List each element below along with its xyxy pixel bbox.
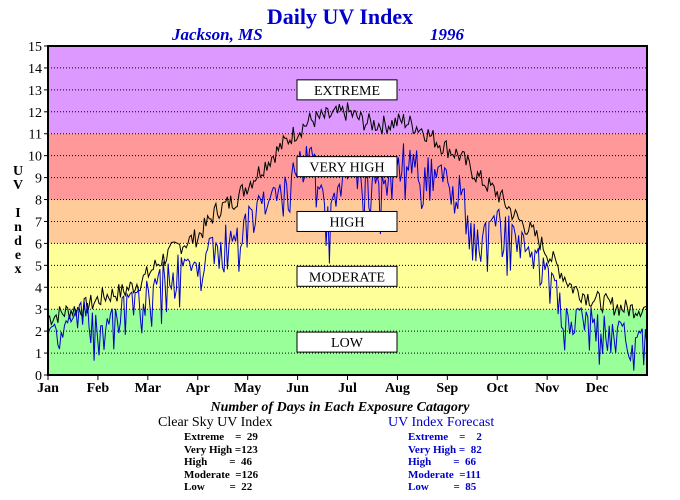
x-tick-label: Feb [87,381,110,396]
y-axis-label-char: x [14,262,22,277]
y-axis-label-char: I [15,206,21,221]
clear-sky-row: Extreme = 29 [184,431,258,443]
forecast-row: High = 66 [408,456,476,468]
y-tick-label: 7 [35,215,42,230]
x-tick-label: Mar [135,381,161,396]
forecast-row: Very High = 82 [408,443,482,456]
y-tick-label: 1 [35,347,42,362]
forecast-row: Low = 85 [408,481,477,493]
y-tick-label: 5 [35,259,42,274]
y-tick-label: 10 [28,150,42,165]
y-axis-label-char: n [14,220,22,235]
band-label-text: EXTREME [314,84,380,99]
y-axis-label-char: e [14,248,22,263]
clear-sky-row: Moderate =126 [184,468,259,481]
band-label-high: HIGH [296,210,398,232]
x-tick-label: Dec [586,381,609,396]
forecast-summary: UV Index Forecast Extreme = 2 Very High =… [388,415,494,494]
y-tick-label: 11 [29,128,42,143]
y-tick-label: 4 [35,281,42,296]
y-axis-label-char [10,193,26,207]
series-uv-index-forecast [47,143,648,371]
x-tick-label: Sep [436,381,458,396]
chart-location: Jackson, MS [172,25,263,44]
band-label-box [296,79,398,101]
x-tick-label: Nov [535,381,559,396]
forecast-rows: Extreme = 2 Very High = 82 High = 66 Modera… [388,431,494,494]
y-tick-label: 6 [35,237,42,252]
x-tick-label: Oct [486,381,508,396]
y-axis-label-char: U [12,164,24,179]
band-label-text: VERY HIGH [309,161,384,176]
band-label-moderate: MODERATE [296,265,398,287]
forecast-heading: UV Index Forecast [388,415,495,430]
y-axis-label-char: d [14,234,22,249]
series-clear-sky-uv-index [47,102,648,326]
y-tick-label: 3 [35,303,42,318]
chart-title: Daily UV Index [266,4,414,29]
band-label-text: LOW [331,336,364,351]
band-label-very-high: VERY HIGH [296,156,398,178]
clear-sky-rows: Extreme = 29 Very High =123 High = 46 Moder… [158,431,272,494]
x-tick-label: Aug [385,381,410,396]
y-tick-label: 15 [28,40,42,55]
y-tick-label: 0 [35,369,42,384]
band-labels: LOW MODERATE HIGH VERY HIGH EXTREME [296,79,398,353]
x-tick-label: Apr [186,381,210,396]
x-tick-label: Jun [286,381,309,396]
band-label-box [296,156,398,178]
clear-sky-row: Very High =123 [184,443,258,456]
clear-sky-summary: Clear Sky UV Index Extreme = 29 Very High… [158,415,272,494]
band-label-text: MODERATE [309,270,385,285]
band-label-low: LOW [296,331,398,353]
chart-year: 1996 [430,25,464,44]
band-label-text: HIGH [330,215,365,230]
x-tick-label: May [234,381,261,396]
forecast-row: Extreme = 2 [408,431,482,443]
y-tick-label: 2 [35,325,42,340]
band-label-box [296,210,398,232]
x-tick-label: Jan [37,381,59,396]
y-tick-label: 14 [28,62,42,77]
x-tick-label: Jul [338,381,357,396]
clear-sky-row: High = 46 [184,456,252,468]
forecast-row: Moderate =111 [408,468,481,481]
y-tick-label: 12 [28,106,42,121]
y-tick-label: 8 [35,194,42,209]
summary-title: Number of Days in Each Exposure Catagory [210,400,470,415]
clear-sky-heading: Clear Sky UV Index [158,415,273,430]
band-label-extreme: EXTREME [296,79,398,101]
band-label-box [296,331,398,353]
data-series [47,102,648,371]
y-tick-label: 9 [35,172,42,187]
band-label-box [296,265,398,287]
y-axis-label-char: V [12,178,24,193]
y-tick-label: 13 [28,84,42,99]
clear-sky-row: Low = 22 [184,481,253,493]
